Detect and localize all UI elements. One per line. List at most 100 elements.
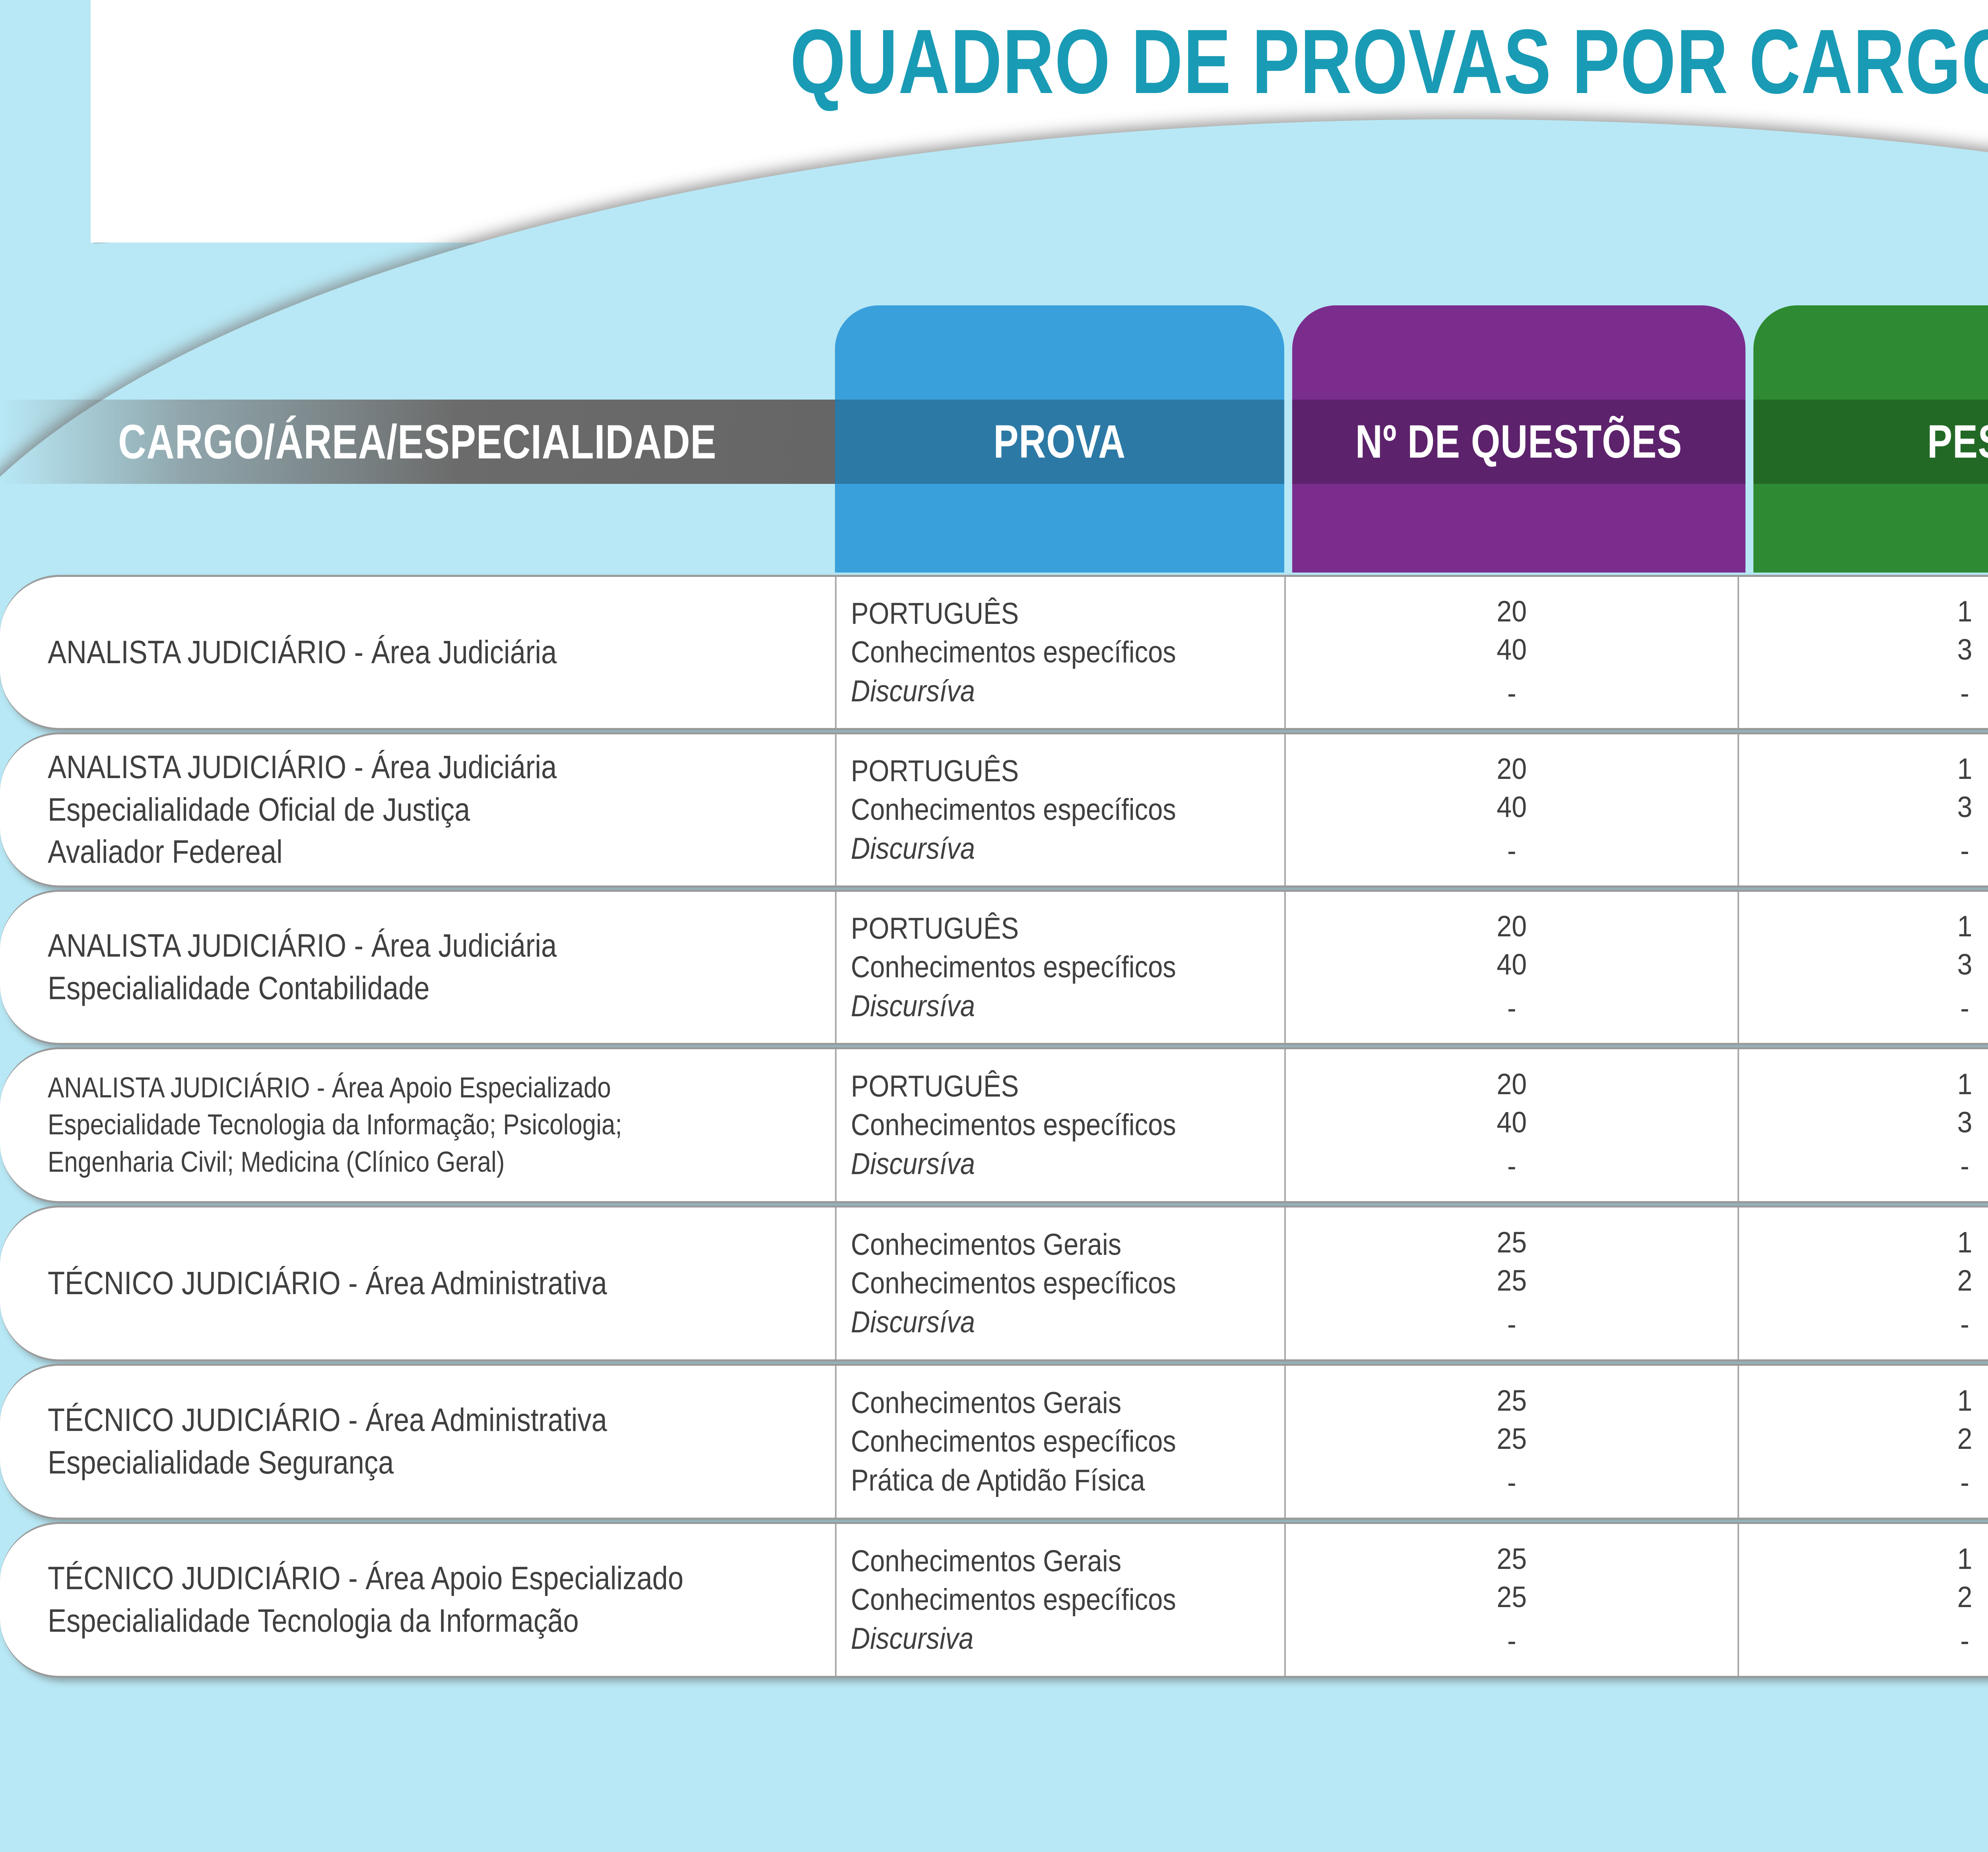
column-header-band-questoes: Nº DE QUESTÕES (1292, 400, 1745, 484)
cargo-line: TÉCNICO JUDICIÁRIO - Área Apoio Especial… (48, 1560, 683, 1597)
cargo-text: ANALISTA JUDICIÁRIO - Área Judiciária (48, 631, 557, 674)
cell-peso: 1 3 - (1738, 577, 1988, 728)
table-row: TÉCNICO JUDICIÁRIO - Área Administrativa… (0, 1364, 1988, 1520)
cell-prova: Conhecimentos Gerais Conhecimentos especí… (835, 1366, 1284, 1518)
column-header-label-prova: PROVA (993, 415, 1126, 468)
cell-peso: 1 3 - (1738, 892, 1988, 1043)
prova-line: Conhecimentos Gerais (851, 1386, 1122, 1420)
questoes-value: 25 (1497, 1422, 1527, 1455)
questoes-value: 25 (1497, 1580, 1527, 1613)
cargo-line: ANALISTA JUDICIÁRIO - Área Apoio Especia… (48, 1072, 611, 1104)
peso-value: 1 (1957, 594, 1972, 628)
exam-table: ANALISTA JUDICIÁRIO - Área Judiciária POR… (0, 573, 1988, 1678)
peso-dash: - (1960, 1308, 1970, 1341)
cell-prova: PORTUGUÊS Conhecimentos específicos Discur… (835, 892, 1284, 1043)
cell-prova: Conhecimentos Gerais Conhecimentos especí… (835, 1207, 1284, 1359)
column-header-label-questoes: Nº DE QUESTÕES (1355, 415, 1682, 468)
peso-values: 1 2 - (1957, 1382, 1972, 1502)
cargo-text: ANALISTA JUDICIÁRIO - Área Apoio Especia… (48, 1070, 622, 1181)
cell-questoes: 20 40 - (1284, 892, 1738, 1043)
questoes-value: 40 (1497, 947, 1527, 981)
questoes-values: 25 25 - (1497, 1540, 1527, 1660)
peso-dash: - (1960, 992, 1970, 1025)
questoes-values: 25 25 - (1497, 1223, 1527, 1344)
page-title: QUADRO DE PROVAS POR CARGO TRT GO (790, 10, 1988, 113)
cell-questoes: 20 40 - (1284, 1049, 1738, 1201)
peso-values: 1 3 - (1957, 907, 1972, 1028)
peso-dash: - (1960, 1149, 1970, 1183)
cell-cargo: TÉCNICO JUDICIÁRIO - Área Apoio Especial… (0, 1524, 835, 1676)
cell-prova: PORTUGUÊS Conhecimentos específicos Discur… (835, 1049, 1284, 1201)
prova-line-discursiva: Discursíva (851, 831, 975, 866)
prova-line: PORTUGUÊS (851, 597, 1019, 631)
column-header-band-prova: PROVA (835, 400, 1284, 484)
questoes-dash: - (1507, 1466, 1516, 1499)
column-header-label-cargo: CARGO/ÁREA/ESPECIALIDADE (118, 415, 717, 469)
questoes-values: 20 40 - (1497, 1065, 1527, 1186)
peso-value: 3 (1957, 633, 1972, 666)
questoes-value: 25 (1497, 1225, 1527, 1259)
questoes-dash: - (1507, 1149, 1516, 1183)
cell-peso: 1 3 - (1738, 734, 1988, 885)
peso-value: 2 (1957, 1264, 1972, 1297)
table-row: TÉCNICO JUDICIÁRIO - Área Administrativa… (0, 1206, 1988, 1361)
questoes-dash: - (1507, 1308, 1516, 1341)
cell-cargo: ANALISTA JUDICIÁRIO - Área Judiciária Esp… (0, 734, 835, 885)
cell-peso: 1 2 - (1738, 1524, 1988, 1676)
peso-values: 1 2 - (1957, 1540, 1972, 1660)
questoes-dash: - (1507, 992, 1516, 1025)
prova-line: Conhecimentos específicos (851, 635, 1176, 670)
prova-line: Conhecimentos específicos (851, 1425, 1176, 1459)
cargo-text: TÉCNICO JUDICIÁRIO - Área Administrativa (48, 1262, 607, 1305)
peso-value: 2 (1957, 1580, 1972, 1613)
questoes-value: 25 (1497, 1542, 1527, 1575)
column-header-cargo-band: CARGO/ÁREA/ESPECIALIDADE (0, 400, 835, 484)
prova-line: Conhecimentos específicos (851, 950, 1176, 984)
questoes-value: 20 (1497, 909, 1527, 943)
prova-text: Conhecimentos Gerais Conhecimentos especí… (851, 1542, 1176, 1658)
prova-line-discursiva: Discursíva (851, 989, 975, 1023)
cell-questoes: 25 25 - (1284, 1366, 1738, 1518)
peso-values: 1 2 - (1957, 1223, 1972, 1344)
peso-values: 1 3 - (1957, 592, 1972, 713)
cell-peso: 1 2 - (1738, 1207, 1988, 1359)
questoes-values: 25 25 - (1497, 1382, 1527, 1502)
cell-questoes: 20 40 - (1284, 734, 1738, 885)
peso-dash: - (1960, 1624, 1970, 1658)
cell-peso: 1 3 - (1738, 1049, 1988, 1201)
questoes-values: 20 40 - (1497, 750, 1527, 870)
questoes-value: 40 (1497, 1105, 1527, 1139)
cargo-text: TÉCNICO JUDICIÁRIO - Área Apoio Especial… (48, 1557, 683, 1642)
column-header-band-peso: PESO (1753, 400, 1988, 484)
cell-questoes: 25 25 - (1284, 1524, 1738, 1676)
prova-text: PORTUGUÊS Conhecimentos específicos Discur… (851, 1067, 1176, 1183)
peso-value: 2 (1957, 1422, 1972, 1455)
prova-text: PORTUGUÊS Conhecimentos específicos Discur… (851, 752, 1176, 868)
prova-line: PORTUGUÊS (851, 754, 1019, 788)
prova-line-discursiva: Discursíva (851, 1147, 975, 1181)
prova-line-discursiva: Discursíva (851, 1305, 975, 1339)
cargo-text: ANALISTA JUDICIÁRIO - Área Judiciária Esp… (48, 746, 557, 874)
peso-value: 1 (1957, 1384, 1972, 1417)
prova-line: PORTUGUÊS (851, 912, 1019, 946)
cargo-line: ANALISTA JUDICIÁRIO - Área Judiciária (48, 928, 557, 964)
cell-cargo: ANALISTA JUDICIÁRIO - Área Apoio Especia… (0, 1049, 835, 1201)
table-row: ANALISTA JUDICIÁRIO - Área Judiciária Esp… (0, 732, 1988, 887)
cargo-line: ANALISTA JUDICIÁRIO - Área Judiciária (48, 634, 557, 670)
questoes-dash: - (1507, 834, 1516, 868)
cell-prova: PORTUGUÊS Conhecimentos específicos Discur… (835, 734, 1284, 885)
questoes-value: 25 (1497, 1384, 1527, 1417)
prova-text: Conhecimentos Gerais Conhecimentos especí… (851, 1225, 1176, 1341)
questoes-dash: - (1507, 677, 1516, 710)
questoes-values: 20 40 - (1497, 907, 1527, 1028)
cargo-line: TÉCNICO JUDICIÁRIO - Área Administrativa (48, 1265, 607, 1301)
peso-value: 1 (1957, 1067, 1972, 1101)
table-header-row: CARGO/ÁREA/ESPECIALIDADE PROVA Nº DE QUE… (0, 0, 1988, 575)
peso-dash: - (1960, 677, 1970, 710)
column-header-prova (835, 305, 1284, 573)
cargo-text: TÉCNICO JUDICIÁRIO - Área Administrativa… (48, 1399, 607, 1484)
cargo-line: ANALISTA JUDICIÁRIO - Área Judiciária (48, 749, 557, 786)
cell-questoes: 20 40 - (1284, 577, 1738, 728)
questoes-value: 25 (1497, 1264, 1527, 1297)
prova-text: PORTUGUÊS Conhecimentos específicos Discur… (851, 909, 1176, 1025)
